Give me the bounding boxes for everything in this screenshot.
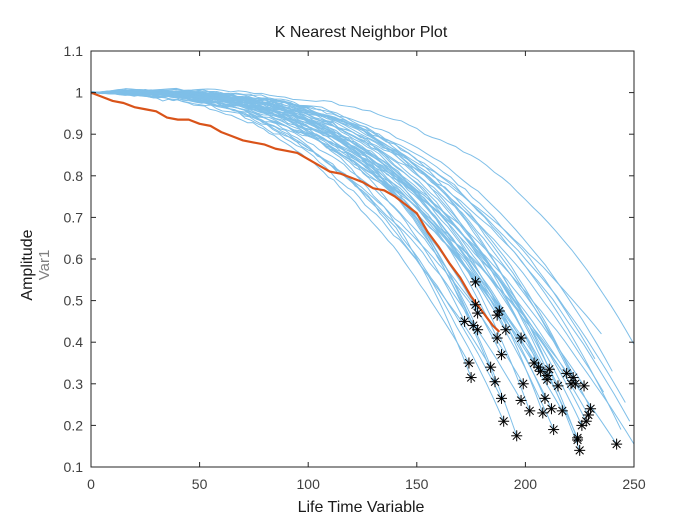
end-point-markers [459, 276, 623, 456]
y-tick-label: 0.2 [64, 417, 84, 433]
neighbor-series-line [90, 87, 635, 345]
end-point-marker [515, 332, 527, 344]
end-point-marker [511, 430, 523, 442]
y-tick-label: 0.8 [64, 168, 84, 184]
neighbor-series-line [90, 91, 618, 445]
y-tick-label: 1.1 [64, 43, 84, 59]
plot-background [91, 51, 634, 467]
end-point-marker [552, 380, 564, 392]
end-point-marker [548, 424, 560, 436]
y-axis-sublabel: Var1 [36, 250, 53, 281]
end-point-marker [459, 315, 471, 327]
neighbor-series-line [90, 91, 585, 387]
y-axis-ticks: 0.1 0.2 0.3 0.4 0.5 0.6 0.7 0.8 0.9 1 1.1 [64, 43, 634, 475]
end-point-marker [545, 403, 557, 415]
highlight-series-group [90, 91, 501, 333]
y-tick-label: 0.7 [64, 209, 84, 225]
neighbor-series-line [90, 91, 622, 430]
x-tick-label: 0 [87, 476, 95, 492]
y-tick-label: 0.3 [64, 376, 84, 392]
neighbor-series-line [90, 90, 596, 360]
end-point-marker [543, 363, 555, 375]
end-point-marker [485, 361, 497, 373]
end-point-marker [578, 380, 590, 392]
neighbor-series-line [90, 91, 605, 393]
end-point-marker [585, 403, 597, 415]
y-axis-label: Amplitude [19, 229, 36, 300]
plot-area: 0 50 100 150 200 250 0.1 0.2 0.3 0.4 0.5 0.6 0.7 0.8… [64, 43, 646, 492]
end-point-marker [469, 299, 481, 311]
end-point-marker [574, 444, 586, 456]
y-tick-label: 0.6 [64, 251, 84, 267]
neighbor-series-group [90, 87, 635, 451]
highlight-series-line [90, 91, 501, 333]
end-point-marker [541, 374, 553, 386]
neighbor-series-line [90, 90, 613, 372]
end-point-marker [611, 438, 623, 450]
end-point-marker [469, 276, 481, 288]
end-point-marker [463, 357, 475, 369]
y-tick-label: 1 [75, 85, 83, 101]
end-point-marker [472, 324, 484, 336]
end-point-marker [535, 365, 547, 377]
x-tick-label: 150 [405, 476, 429, 492]
end-point-marker [537, 407, 549, 419]
x-tick-label: 100 [297, 476, 321, 492]
end-point-marker [539, 392, 551, 404]
end-point-marker [489, 376, 501, 388]
chart-title: K Nearest Neighbor Plot [275, 24, 448, 41]
neighbor-series-line [90, 89, 631, 422]
end-point-marker [491, 332, 503, 344]
neighbor-series-line [90, 91, 626, 403]
neighbor-series-line [90, 90, 635, 445]
end-point-marker [498, 415, 510, 427]
end-point-marker [524, 405, 536, 417]
y-tick-label: 0.1 [64, 459, 84, 475]
y-tick-label: 0.5 [64, 293, 84, 309]
end-point-marker [517, 378, 529, 390]
end-point-marker [472, 307, 484, 319]
x-axis-ticks: 0 50 100 150 200 250 [87, 51, 646, 492]
end-point-marker [569, 378, 581, 390]
x-tick-label: 250 [622, 476, 646, 492]
x-tick-label: 200 [514, 476, 538, 492]
y-tick-label: 0.9 [64, 126, 84, 142]
end-point-marker [561, 367, 573, 379]
x-tick-label: 50 [192, 476, 208, 492]
end-point-marker [493, 305, 505, 317]
end-point-marker [500, 324, 512, 336]
end-point-marker [556, 405, 568, 417]
end-point-marker [496, 349, 508, 361]
end-point-marker [496, 392, 508, 404]
end-point-marker [515, 394, 527, 406]
x-axis-label: Life Time Variable [298, 499, 425, 516]
y-tick-label: 0.4 [64, 334, 84, 350]
end-point-marker [465, 372, 477, 384]
end-point-marker [572, 434, 584, 446]
